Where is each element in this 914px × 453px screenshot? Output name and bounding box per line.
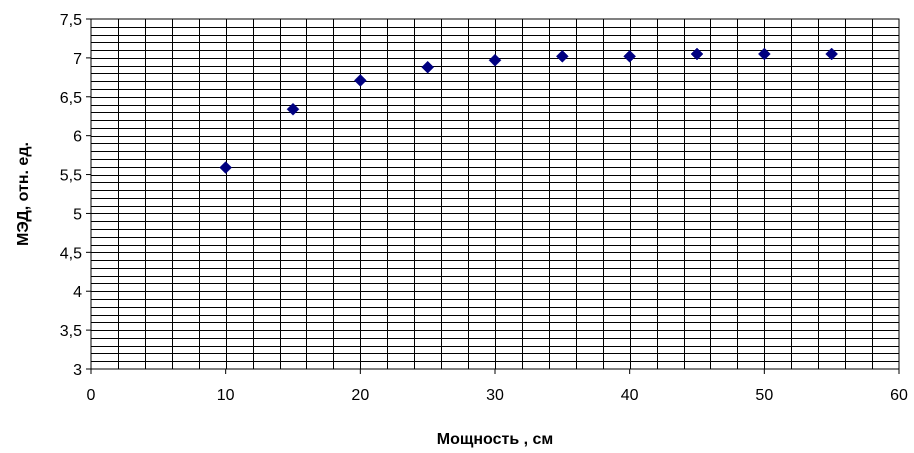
data-point <box>353 74 367 87</box>
x-tick-label: 0 <box>87 387 96 404</box>
y-tick-label: 4 <box>73 284 82 301</box>
x-tick-label: 10 <box>217 387 235 404</box>
y-axis-ticks: 3 3,5 4 4,5 5 5,5 6 6,5 7 7,5 <box>60 12 91 379</box>
x-tick-label: 60 <box>890 387 908 404</box>
y-tick-label: 7,5 <box>60 12 82 29</box>
data-point <box>757 47 771 61</box>
y-tick-label: 3 <box>73 362 82 379</box>
y-tick-label: 5,5 <box>60 168 82 185</box>
x-tick-label: 40 <box>621 387 639 404</box>
y-tick-label: 5 <box>73 206 82 223</box>
grid <box>91 19 899 369</box>
data-point <box>488 53 502 67</box>
data-points <box>219 47 839 174</box>
x-axis-title: Мощность , см <box>437 431 553 448</box>
data-point <box>690 47 704 61</box>
x-tick-label: 50 <box>755 387 773 404</box>
data-point <box>286 102 300 116</box>
data-point <box>825 47 839 61</box>
x-tick-label: 20 <box>351 387 369 404</box>
y-tick-label: 4,5 <box>60 245 82 262</box>
y-axis-title: МЭД, отн. ед. <box>15 142 32 246</box>
data-point <box>623 49 637 63</box>
y-tick-label: 6,5 <box>60 90 82 107</box>
y-tick-label: 6 <box>73 129 82 146</box>
data-point <box>219 161 233 174</box>
x-axis-ticks: 0 10 20 30 40 50 60 <box>87 369 908 404</box>
data-point <box>555 49 569 63</box>
y-tick-label: 3,5 <box>60 323 82 340</box>
x-tick-label: 30 <box>486 387 504 404</box>
y-tick-label: 7 <box>73 51 82 68</box>
data-point <box>421 60 435 74</box>
